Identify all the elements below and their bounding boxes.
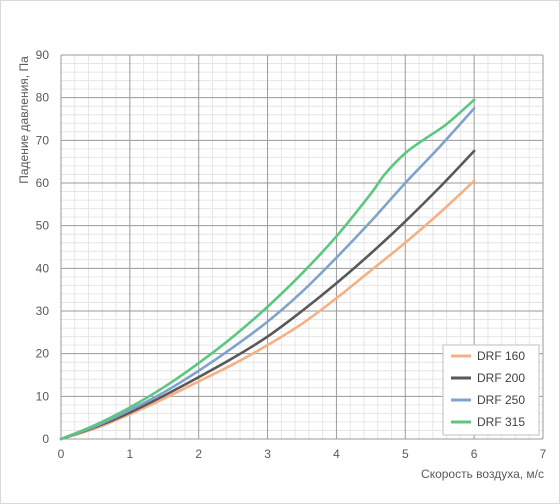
y-tick-label: 60	[36, 176, 50, 190]
y-tick-label: 40	[36, 261, 50, 275]
legend-box	[442, 344, 540, 436]
series-line-drf-200	[59, 149, 476, 441]
legend-label-drf-315: DRF 315	[477, 415, 525, 429]
y-tick-label: 70	[36, 133, 50, 147]
y-tick-label: 30	[36, 304, 50, 318]
y-axis-ticks: 0 10 20 30 40 50 60 70 80 90	[36, 48, 50, 446]
y-tick-label: 80	[36, 91, 50, 105]
x-tick-label: 1	[127, 447, 134, 461]
x-tick-label: 3	[264, 447, 271, 461]
x-tick-label: 2	[195, 447, 202, 461]
x-tick-label: 0	[58, 447, 65, 461]
y-tick-label: 90	[36, 48, 50, 62]
x-tick-label: 5	[402, 447, 409, 461]
legend-label-drf-250: DRF 250	[477, 393, 525, 407]
series-line-drf-315	[59, 98, 476, 441]
y-tick-label: 20	[36, 347, 50, 361]
y-axis-title: Падение давления, Па	[17, 56, 31, 184]
series-line-drf-160	[59, 179, 476, 441]
legend: DRF 160 DRF 200 DRF 250 DRF 315	[442, 344, 540, 436]
x-axis-ticks: 0 1 2 3 4 5 6 7	[58, 447, 547, 461]
series-line-drf-250	[59, 107, 476, 441]
y-tick-label: 50	[36, 219, 50, 233]
x-axis-title: Скорость воздуха, м/с	[421, 467, 544, 481]
x-tick-label: 4	[333, 447, 340, 461]
y-tick-label: 0	[42, 432, 49, 446]
legend-label-drf-160: DRF 160	[477, 349, 525, 363]
x-tick-label: 7	[540, 447, 547, 461]
x-tick-label: 6	[471, 447, 478, 461]
series-layer	[59, 98, 476, 441]
legend-label-drf-200: DRF 200	[477, 371, 525, 385]
y-tick-label: 10	[36, 389, 50, 403]
